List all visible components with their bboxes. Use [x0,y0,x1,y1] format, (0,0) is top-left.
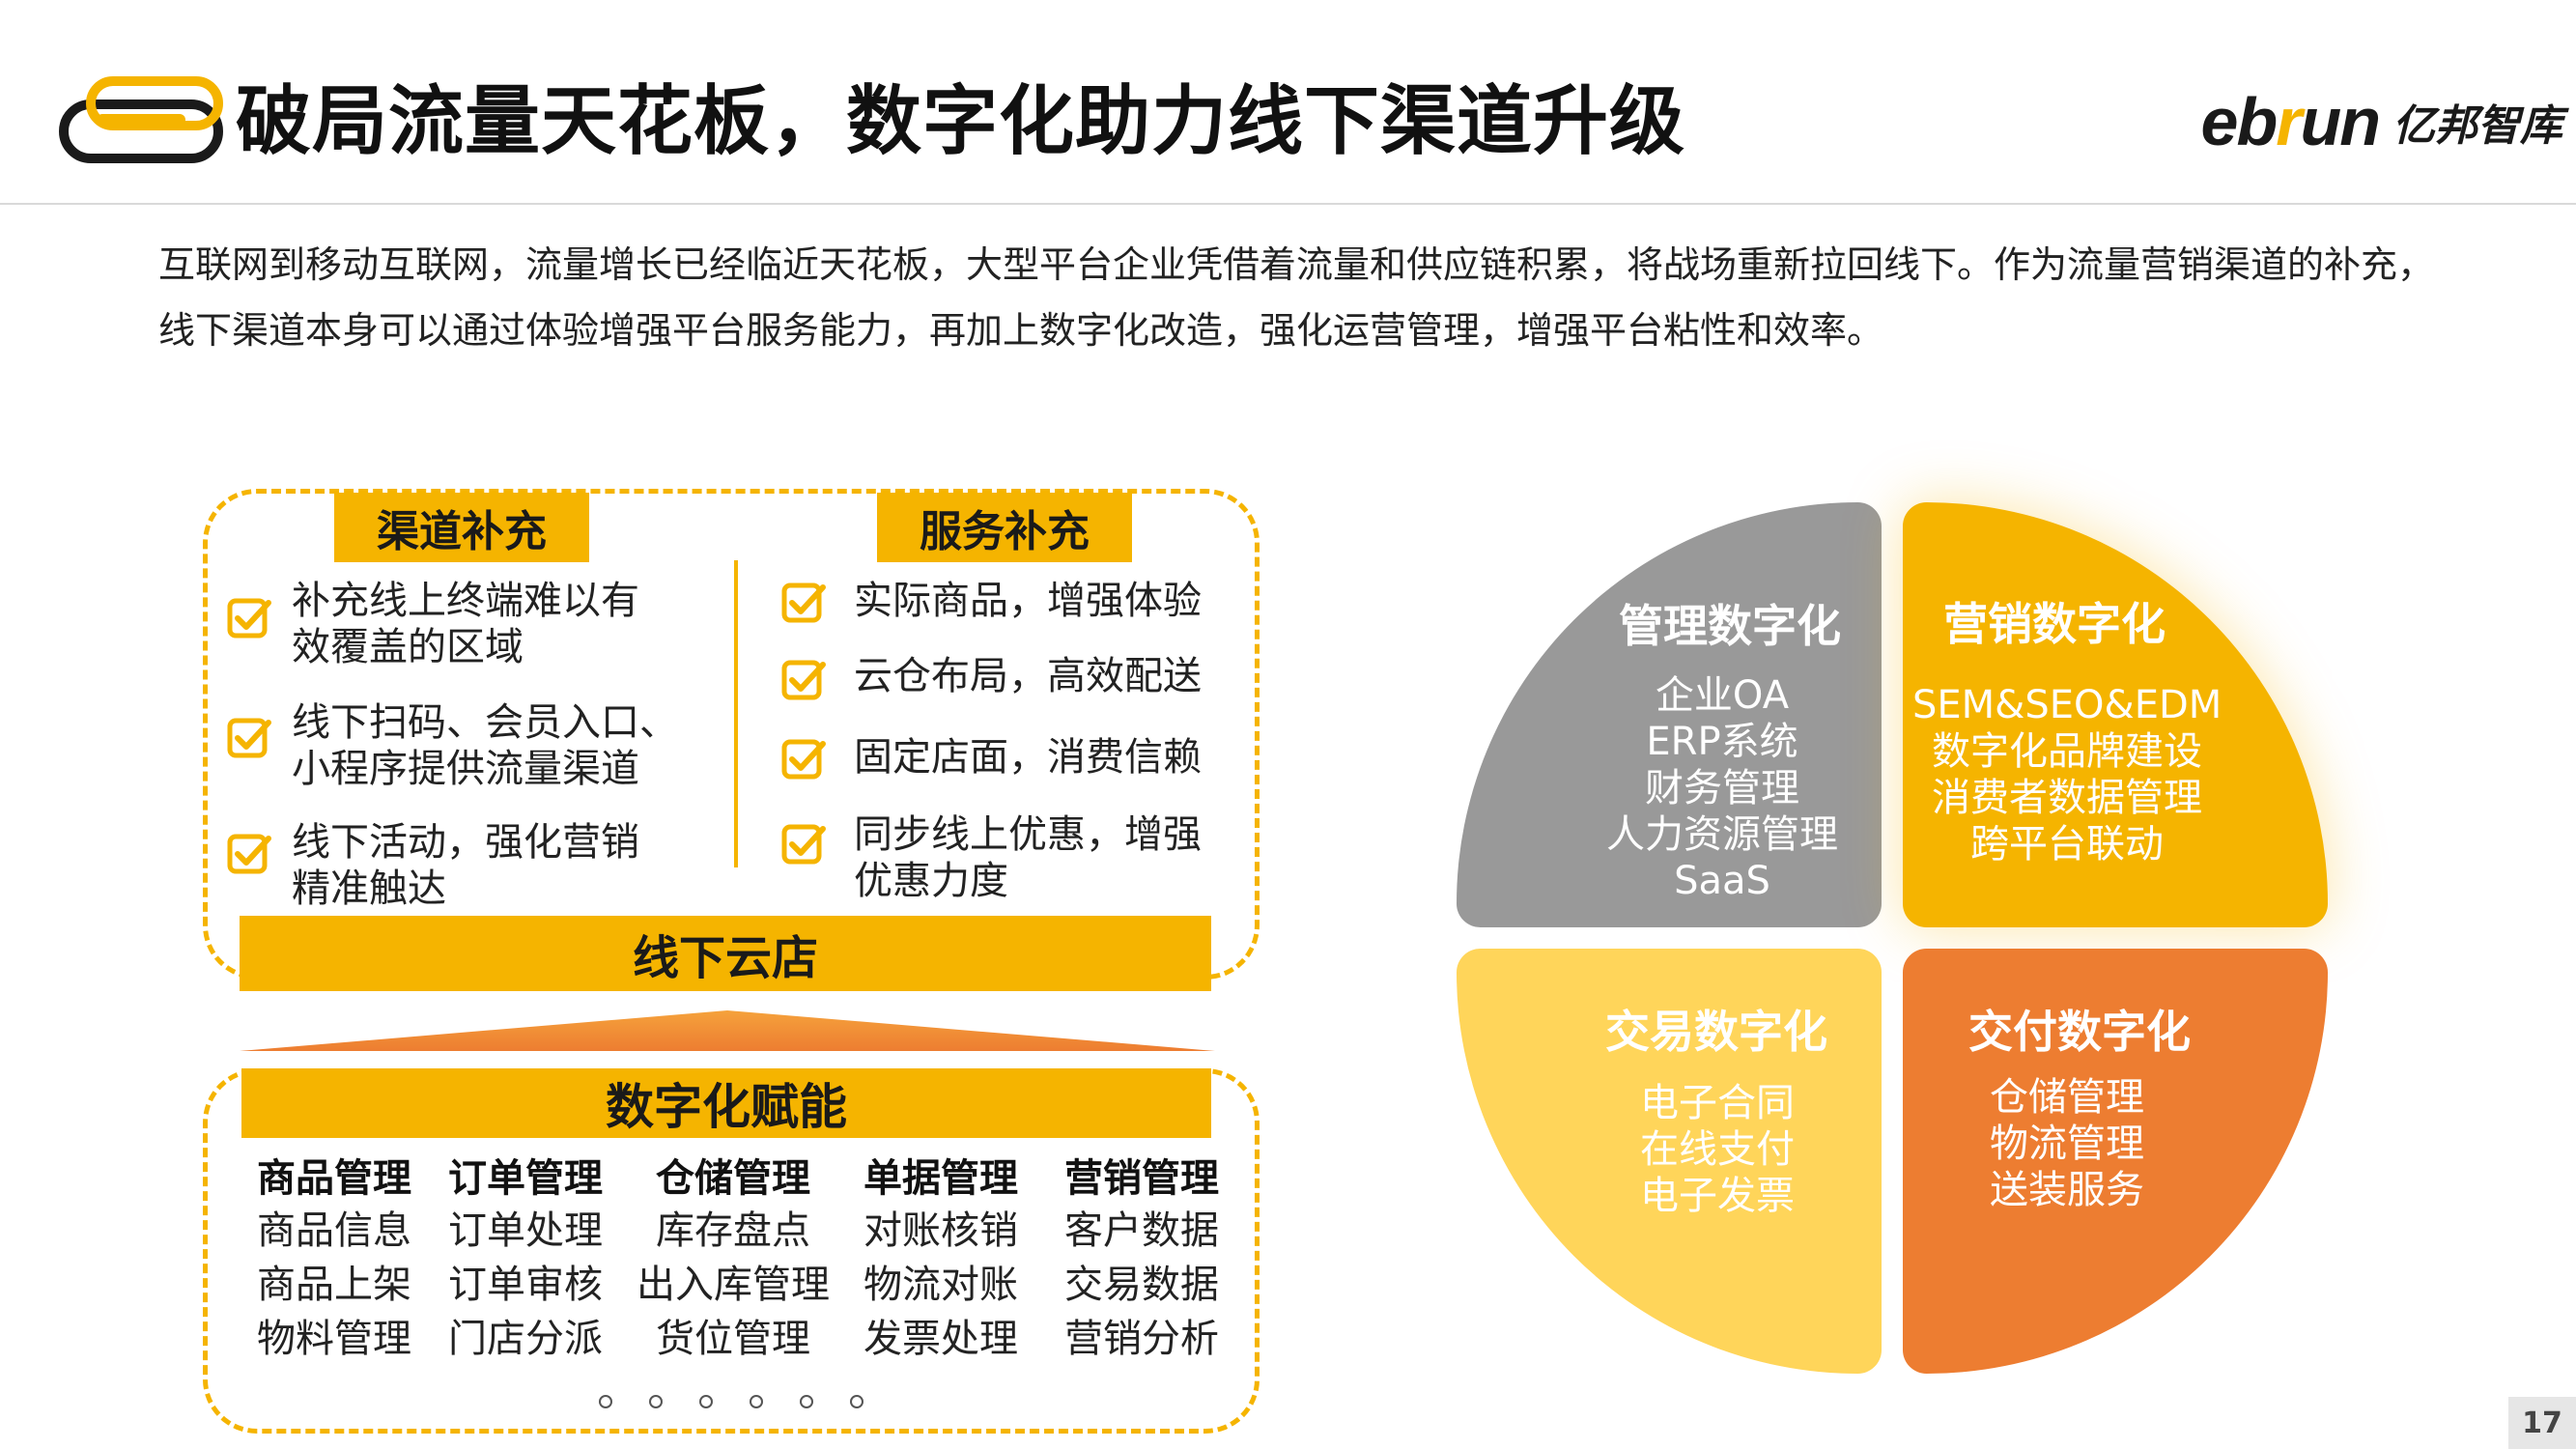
digital-column: 仓储管理 库存盘点 出入库管理 货位管理 [622,1153,844,1366]
channel-supplement-label: 渠道补充 [334,493,589,562]
arrow-up-icon [240,1010,1215,1051]
checkbox-icon [781,660,826,700]
quadrant-delivery: 交付数字化 仓储管理 物流管理 送装服务 [1903,949,2328,1374]
checkbox-icon [227,598,271,639]
digital-column: 商品管理 商品信息 商品上架 物料管理 [238,1153,431,1366]
quadrant-lines: SEM&SEO&EDM 数字化品牌建设 消费者数据管理 跨平台联动 [1912,683,2222,867]
page-number: 17 [2508,1397,2576,1449]
brand-name-cn: 亿邦智库 [2392,101,2562,151]
ellipsis-dot [750,1395,763,1408]
column-header: 单据管理 [863,1156,1018,1201]
quadrant-title: 交易数字化 [1605,1006,1827,1058]
more-indicator [599,1395,863,1408]
column-row: 商品上架 [257,1263,411,1307]
column-row: 门店分派 [448,1317,603,1361]
quadrant-lines: 企业OA ERP系统 财务管理 人力资源管理 SaaS [1606,673,1838,903]
logo-icon [59,76,223,163]
column-header: 订单管理 [448,1156,603,1201]
ellipsis-dot [599,1395,612,1408]
service-item: 实际商品，增强体验 [854,579,1202,623]
column-row: 货位管理 [656,1317,810,1361]
page-title: 破局流量天花板，数字化助力线下渠道升级 [236,78,1686,165]
column-row: 订单处理 [448,1208,603,1253]
quadrant-title: 交付数字化 [1968,1006,2191,1058]
column-row: 商品信息 [257,1208,411,1253]
column-header: 营销管理 [1064,1156,1219,1201]
column-row: 库存盘点 [656,1208,810,1253]
offline-store-band: 线下云店 [240,916,1211,991]
channel-item: 线下活动，强化营销 精准触达 [292,820,639,911]
digital-column: 营销管理 客户数据 交易数据 营销分析 [1045,1153,1238,1366]
quadrant-management: 管理数字化 企业OA ERP系统 财务管理 人力资源管理 SaaS [1457,502,1882,927]
channel-item: 补充线上终端难以有 效覆盖的区域 [292,579,639,669]
quadrant-lines: 电子合同 在线支付 电子发票 [1640,1081,1795,1218]
quadrant-lines: 仓储管理 物流管理 送装服务 [1990,1075,2144,1212]
column-row: 发票处理 [863,1317,1018,1361]
column-row: 交易数据 [1064,1263,1219,1307]
brand-name-en: ebrun [2200,84,2381,159]
column-row: 营销分析 [1064,1317,1219,1361]
column-header: 仓储管理 [656,1156,810,1201]
header-divider [0,203,2576,205]
service-supplement-label: 服务补充 [877,493,1132,562]
quadrant-transaction: 交易数字化 电子合同 在线支付 电子发票 [1457,949,1882,1374]
panel-divider [734,560,738,867]
digital-column: 订单管理 订单处理 订单审核 门店分派 [429,1153,622,1366]
checkbox-icon [781,582,826,623]
column-row: 对账核销 [863,1208,1018,1253]
brand-logo: ebrun 亿邦智库 [2201,83,2562,160]
column-row: 物料管理 [257,1317,411,1361]
intro-paragraph: 互联网到移动互联网，流量增长已经临近天花板，大型平台企业凭借着流量和供应链积累，… [158,243,2435,352]
column-row: 客户数据 [1064,1208,1219,1253]
quadrant-title: 管理数字化 [1619,600,1841,652]
service-item: 云仓布局，高效配送 [854,654,1202,698]
checkbox-icon [781,739,826,780]
ellipsis-dot [850,1395,863,1408]
checkbox-icon [227,718,271,758]
column-row: 出入库管理 [637,1263,830,1307]
ellipsis-dot [800,1395,813,1408]
ellipsis-dot [649,1395,663,1408]
channel-item: 线下扫码、会员入口、 小程序提供流量渠道 [292,700,678,791]
digital-enablement-label: 数字化赋能 [241,1068,1211,1138]
column-row: 物流对账 [863,1263,1018,1307]
service-item: 固定店面，消费信赖 [854,735,1202,780]
column-row: 订单审核 [448,1263,603,1307]
checkbox-icon [227,834,271,874]
column-header: 商品管理 [257,1156,411,1201]
quadrant-marketing: 营销数字化 SEM&SEO&EDM 数字化品牌建设 消费者数据管理 跨平台联动 [1903,502,2328,927]
service-item: 同步线上优惠，增强 优惠力度 [854,812,1202,903]
checkbox-icon [781,824,826,865]
digital-column: 单据管理 对账核销 物流对账 发票处理 [844,1153,1037,1366]
quadrant-title: 营销数字化 [1943,598,2166,650]
ellipsis-dot [699,1395,713,1408]
